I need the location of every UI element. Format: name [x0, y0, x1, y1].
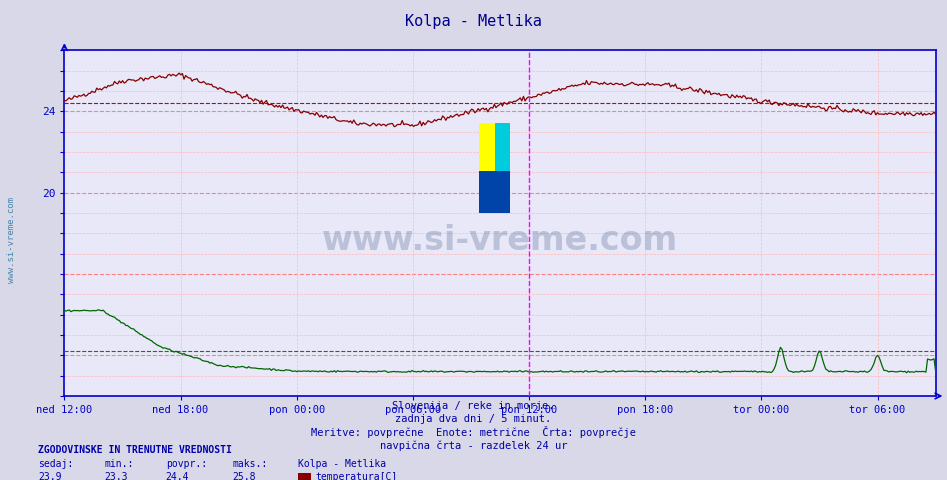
Text: Meritve: povprečne  Enote: metrične  Črta: povprečje: Meritve: povprečne Enote: metrične Črta:…: [311, 426, 636, 439]
Bar: [494, 123, 510, 171]
Text: povpr.:: povpr.:: [166, 459, 206, 468]
Text: min.:: min.:: [104, 459, 134, 468]
Bar: [479, 123, 494, 171]
Text: 25.8: 25.8: [232, 472, 256, 480]
Text: Kolpa - Metlika: Kolpa - Metlika: [298, 459, 386, 468]
Text: 23.9: 23.9: [38, 472, 62, 480]
Text: www.si-vreme.com: www.si-vreme.com: [322, 224, 678, 257]
Text: 23.3: 23.3: [104, 472, 128, 480]
Text: 24.4: 24.4: [166, 472, 189, 480]
Text: sedaj:: sedaj:: [38, 459, 73, 468]
Text: navpična črta - razdelek 24 ur: navpična črta - razdelek 24 ur: [380, 441, 567, 451]
Text: zadnja dva dni / 5 minut.: zadnja dva dni / 5 minut.: [396, 414, 551, 424]
Text: Kolpa - Metlika: Kolpa - Metlika: [405, 14, 542, 29]
Text: maks.:: maks.:: [232, 459, 267, 468]
Text: www.si-vreme.com: www.si-vreme.com: [7, 197, 16, 283]
Text: temperatura[C]: temperatura[C]: [315, 472, 398, 480]
Text: Slovenija / reke in morje.: Slovenija / reke in morje.: [392, 401, 555, 410]
Text: ZGODOVINSKE IN TRENUTNE VREDNOSTI: ZGODOVINSKE IN TRENUTNE VREDNOSTI: [38, 445, 232, 455]
Bar: [479, 171, 510, 213]
